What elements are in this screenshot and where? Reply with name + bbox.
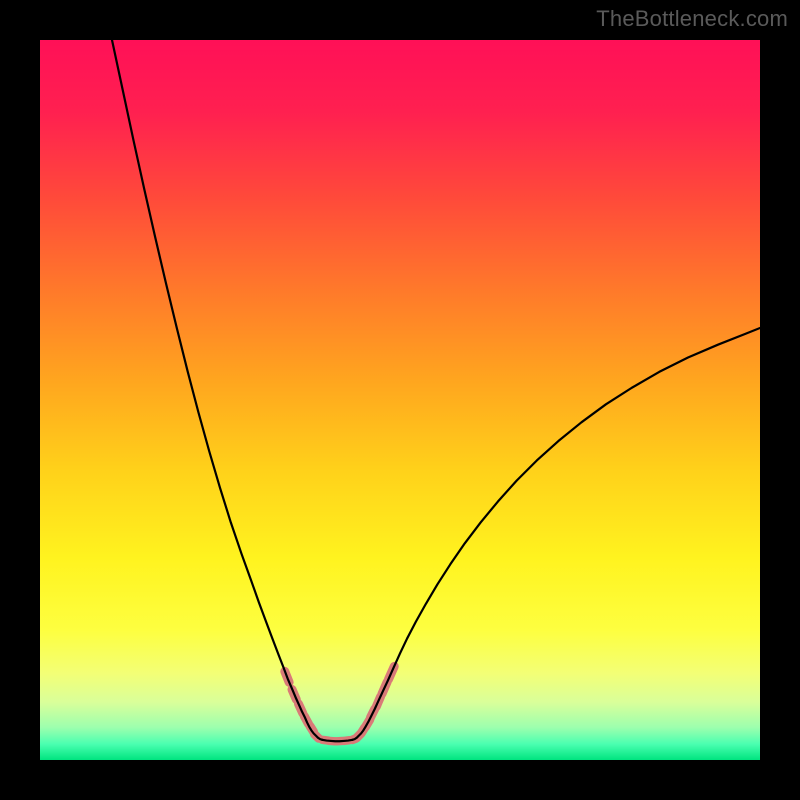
- chart-frame: TheBottleneck.com: [0, 0, 800, 800]
- watermark-text: TheBottleneck.com: [596, 6, 788, 32]
- plot-area: [40, 40, 760, 760]
- bottleneck-curve-chart: [40, 40, 760, 760]
